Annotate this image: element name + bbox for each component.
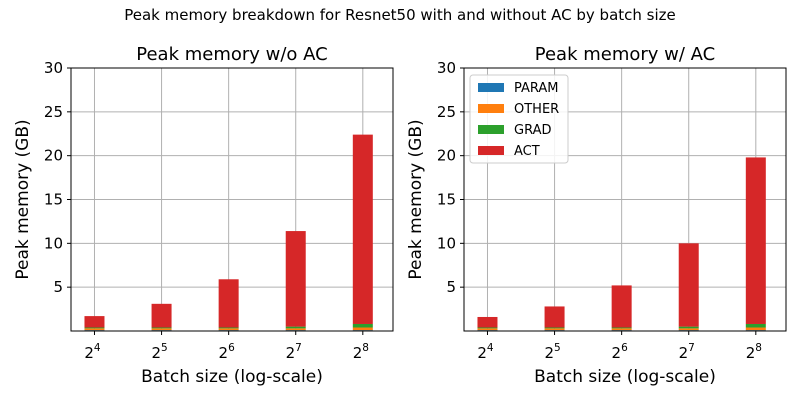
y-tick-label: 15 bbox=[437, 191, 456, 209]
legend-box bbox=[469, 74, 569, 164]
x-tick-label: 28 bbox=[353, 342, 369, 362]
bar-other-256 bbox=[745, 327, 766, 331]
bar-act-256 bbox=[745, 157, 766, 324]
bar-other-128 bbox=[678, 328, 699, 331]
bar-grad-256 bbox=[352, 323, 373, 328]
y-tick-label: 10 bbox=[44, 234, 63, 252]
y-tick-label: 30 bbox=[437, 59, 456, 77]
bar-act-128 bbox=[678, 243, 699, 327]
bar-act-16 bbox=[477, 316, 498, 328]
legend-label-act: ACT bbox=[514, 144, 540, 159]
bar-other-128 bbox=[285, 328, 306, 331]
bar-act-32 bbox=[151, 303, 172, 328]
bar-grad-128 bbox=[285, 326, 306, 329]
bar-act-256 bbox=[352, 134, 373, 324]
x-tick-label: 25 bbox=[151, 342, 167, 362]
figure-suptitle: Peak memory breakdown for Resnet50 with … bbox=[124, 6, 676, 24]
y-tick-label: 5 bbox=[53, 278, 63, 296]
x-tick-label: 27 bbox=[286, 342, 302, 362]
x-tick-label: 26 bbox=[219, 342, 236, 362]
legend-swatch-param bbox=[478, 83, 504, 92]
y-tick-label: 10 bbox=[437, 234, 456, 252]
y-tick-label: 5 bbox=[446, 278, 456, 296]
x-tick-label: 24 bbox=[84, 342, 101, 362]
bar-other-16 bbox=[477, 328, 498, 331]
bar-grad-32 bbox=[151, 327, 172, 329]
bar-grad-16 bbox=[477, 327, 498, 329]
bar-grad-16 bbox=[84, 327, 105, 329]
bar-other-64 bbox=[218, 328, 239, 331]
y-tick-label: 30 bbox=[44, 59, 63, 77]
bar-grad-32 bbox=[544, 327, 565, 329]
y-axis-label: Peak memory (GB) bbox=[406, 119, 426, 279]
legend: PARAM OTHER GRAD ACT bbox=[469, 74, 569, 164]
chart-panel-1: 5 10 15 20 25 30 24 25 26 27 28 Peak memory w/o AC B… bbox=[13, 44, 394, 387]
bar-other-32 bbox=[544, 328, 565, 331]
panel-title: Peak memory w/ AC bbox=[535, 44, 715, 65]
legend-label-grad: GRAD bbox=[514, 123, 551, 138]
legend-swatch-grad bbox=[478, 125, 504, 134]
y-tick-label: 25 bbox=[44, 103, 63, 121]
x-tick-label: 24 bbox=[477, 342, 494, 362]
bar-act-16 bbox=[84, 316, 105, 328]
bar-act-128 bbox=[285, 231, 306, 327]
legend-label-other: OTHER bbox=[514, 102, 559, 117]
bar-other-256 bbox=[352, 327, 373, 331]
x-tick-label: 25 bbox=[544, 342, 560, 362]
bar-grad-64 bbox=[611, 327, 632, 329]
bar-grad-64 bbox=[218, 327, 239, 329]
y-tick-label: 20 bbox=[437, 147, 456, 165]
bar-act-32 bbox=[544, 306, 565, 328]
y-axis-label: Peak memory (GB) bbox=[13, 119, 33, 279]
chart-panels: 5 10 15 20 25 30 24 25 26 27 28 Peak memory w/o AC B… bbox=[13, 44, 787, 387]
bar-other-64 bbox=[611, 328, 632, 331]
x-tick-label: 28 bbox=[746, 342, 762, 362]
y-tick-label: 15 bbox=[44, 191, 63, 209]
legend-label-param: PARAM bbox=[514, 81, 559, 96]
bar-grad-256 bbox=[745, 323, 766, 328]
legend-swatch-act bbox=[478, 146, 504, 155]
bar-act-64 bbox=[218, 279, 239, 328]
bar-other-16 bbox=[84, 328, 105, 331]
bar-other-32 bbox=[151, 328, 172, 331]
x-tick-label: 26 bbox=[612, 342, 629, 362]
legend-swatch-other bbox=[478, 104, 504, 113]
bar-grad-128 bbox=[678, 326, 699, 329]
bar-act-64 bbox=[611, 285, 632, 328]
x-axis-label: Batch size (log-scale) bbox=[534, 367, 716, 387]
y-tick-label: 25 bbox=[437, 103, 456, 121]
panel-title: Peak memory w/o AC bbox=[136, 44, 327, 65]
chart-panel-2: 5 10 15 20 25 30 24 25 26 27 28 Peak memory w/ AC Ba… bbox=[406, 44, 787, 387]
x-axis-label: Batch size (log-scale) bbox=[141, 367, 323, 387]
y-tick-label: 20 bbox=[44, 147, 63, 165]
x-tick-label: 27 bbox=[679, 342, 695, 362]
